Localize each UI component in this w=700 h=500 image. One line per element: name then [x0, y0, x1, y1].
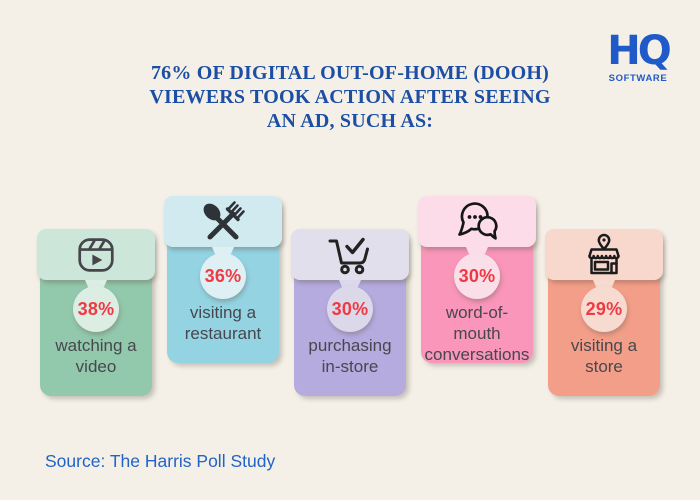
circle-neck: [85, 280, 107, 290]
title-line-2: VIEWERS TOOK ACTION AFTER SEEING: [149, 86, 551, 108]
percent-value: 30%: [458, 265, 496, 286]
percent-bubble: 30%: [327, 286, 373, 332]
card-label: word-of- mouth conversations: [424, 303, 530, 364]
card-header: [418, 196, 536, 247]
percent-value: 29%: [585, 298, 623, 319]
title-line-1: 76% OF DIGITAL OUT-OF-HOME (DOOH): [150, 62, 550, 84]
circle-neck: [339, 280, 361, 290]
card-header: [291, 229, 409, 280]
circle-neck: [212, 247, 234, 257]
card-header: [545, 229, 663, 280]
card-label: visiting a store: [570, 336, 638, 376]
logo-software-text: SOFTWARE: [608, 73, 668, 84]
card-header: [164, 196, 282, 247]
hq-software-logo: HQ SOFTWARE: [602, 30, 674, 84]
stat-cards-row: 38% watching a video: [37, 196, 663, 396]
card-watching-a-video: 38% watching a video: [37, 229, 155, 396]
card-word-of-mouth-conversations: 30% word-of- mouth conversations: [418, 196, 536, 364]
card-visiting-a-restaurant: 36% visiting a restaurant: [164, 196, 282, 363]
percent-value: 38%: [77, 298, 115, 319]
circle-neck: [466, 247, 488, 257]
circle-neck: [593, 280, 615, 290]
card-purchasing-in-store: 30% purchasing in-store: [291, 229, 409, 396]
logo-hq-text: HQ: [607, 28, 671, 74]
cart-check-icon: [327, 233, 373, 277]
source-citation: Source: The Harris Poll Study: [45, 451, 276, 471]
percent-value: 30%: [331, 298, 369, 319]
percent-bubble: 38%: [73, 286, 119, 332]
card-label: watching a video: [55, 336, 137, 376]
card-label: purchasing in-store: [308, 336, 392, 376]
percent-bubble: 29%: [581, 286, 627, 332]
video-reels-icon: [76, 236, 116, 274]
speech-bubbles-icon: [453, 201, 501, 242]
page-title: 76% OF DIGITAL OUT-OF-HOME (DOOH) VIEWER…: [0, 61, 700, 133]
percent-bubble: 30%: [454, 253, 500, 299]
percent-bubble: 36%: [200, 253, 246, 299]
percent-value: 36%: [204, 265, 242, 286]
card-visiting-a-store: 29% visiting a store: [545, 229, 663, 396]
storefront-icon: [581, 232, 627, 278]
card-header: [37, 229, 155, 280]
card-label: visiting a restaurant: [184, 303, 262, 343]
restaurant-cutlery-icon: [197, 199, 249, 245]
title-line-3: AN AD, SUCH AS:: [266, 110, 434, 132]
